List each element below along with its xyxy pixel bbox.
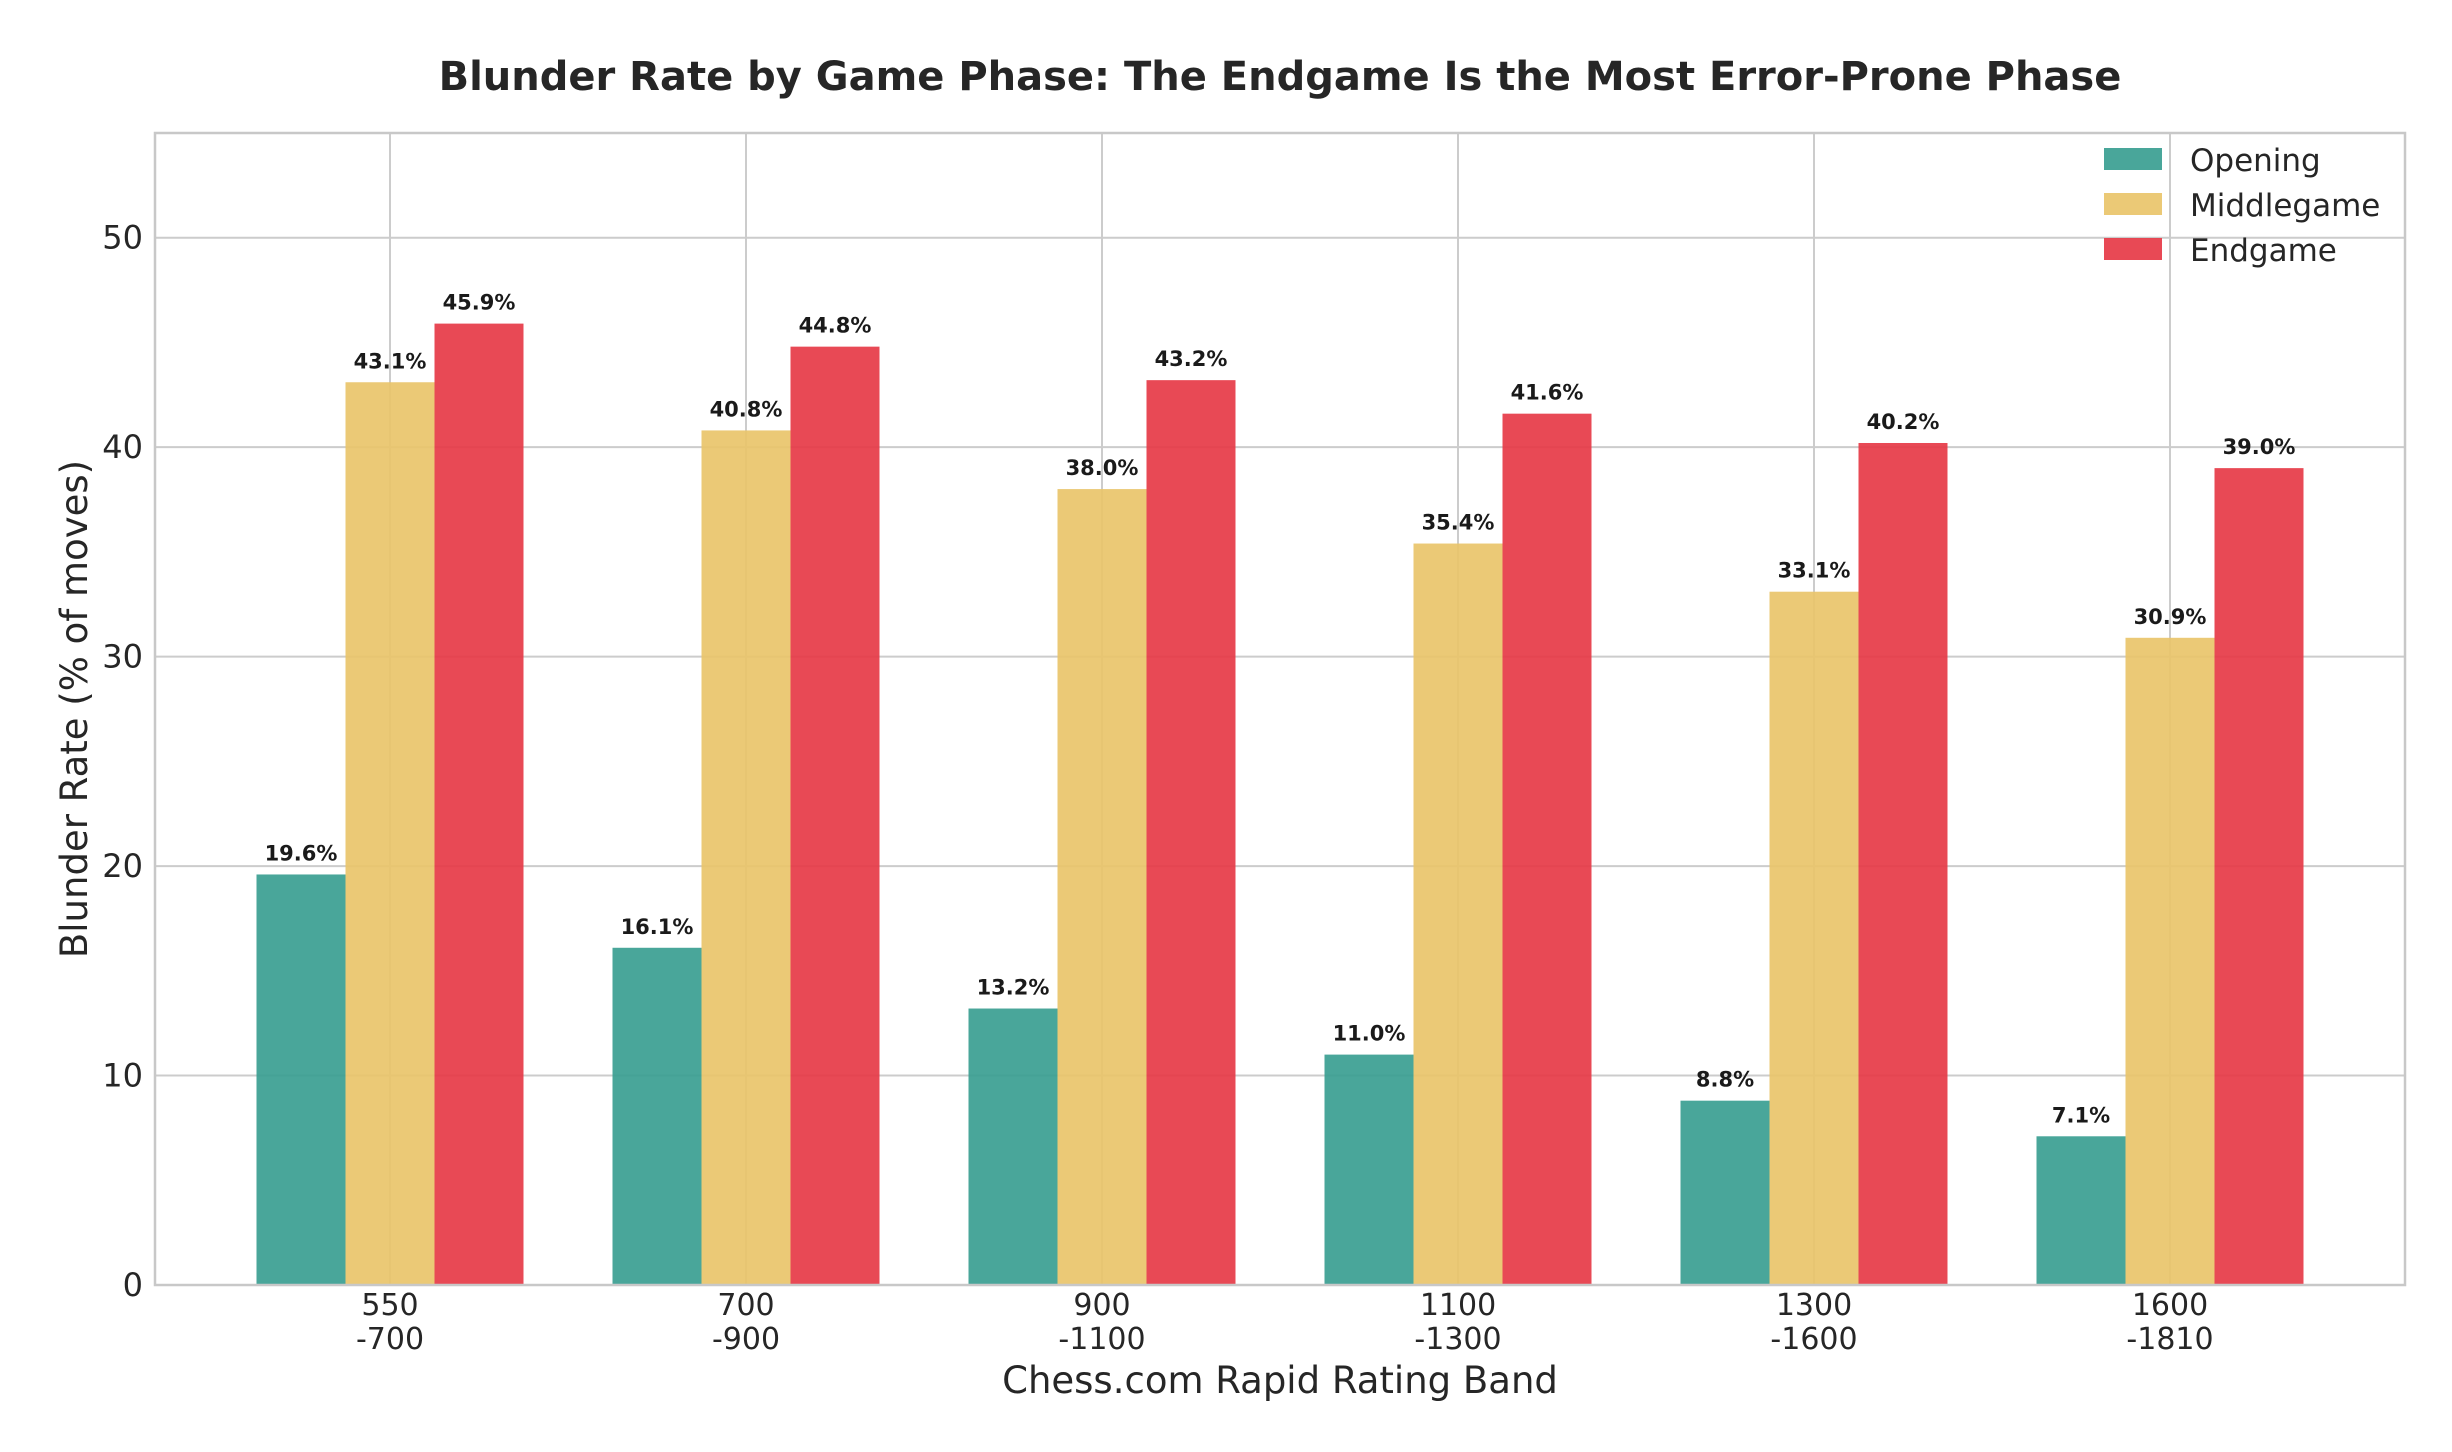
bar-opening-6	[2036, 1136, 2126, 1285]
data-label-middlegame: 38.0%	[1066, 456, 1139, 480]
data-label-endgame: 40.2%	[1867, 410, 1940, 434]
bar-middlegame-4	[1413, 543, 1503, 1285]
x-tick-label: -1810	[2126, 1322, 2213, 1357]
legend: Opening Middlegame Endgame	[2104, 143, 2380, 269]
x-axis-label: Chess.com Rapid Rating Band	[1002, 1359, 1558, 1402]
bar-middlegame-6	[2125, 637, 2215, 1285]
x-tick-label: -1300	[1414, 1322, 1501, 1357]
bar-endgame-3	[1146, 380, 1236, 1285]
bar-endgame-2	[790, 346, 880, 1285]
bar-endgame-1	[434, 323, 524, 1285]
data-label-opening: 7.1%	[2052, 1103, 2110, 1127]
data-label-middlegame: 40.8%	[710, 397, 783, 421]
x-tick-label: -900	[712, 1322, 780, 1357]
data-labels: 19.6% 16.1% 13.2% 11.0% 8.8% 7.1% 43.1% 40.8% 38…	[265, 291, 2296, 1128]
x-tick-label: 1100	[1420, 1288, 1496, 1323]
legend-label-endgame: Endgame	[2190, 233, 2337, 269]
bar-endgame-6	[2214, 468, 2304, 1285]
data-label-endgame: 41.6%	[1511, 381, 1584, 405]
bar-middlegame-3	[1057, 489, 1147, 1285]
bar-endgame-4	[1502, 413, 1592, 1286]
bar-middlegame-1	[345, 382, 435, 1285]
x-tick-label: -1600	[1770, 1322, 1857, 1357]
x-tick-label: 1300	[1776, 1288, 1852, 1323]
data-label-middlegame: 35.4%	[1422, 511, 1495, 535]
bar-endgame-5	[1858, 442, 1948, 1285]
y-tick-label: 0	[123, 1266, 143, 1304]
bars	[256, 323, 2304, 1286]
y-tick-label: 50	[102, 219, 143, 257]
axes: 0 10 20 30 40 50 550-700 700-900 900-1100 1100-13…	[102, 219, 2213, 1357]
bar-opening-1	[256, 874, 346, 1285]
plot-frame	[153, 131, 2407, 1287]
legend-swatch-opening	[2104, 148, 2162, 170]
x-tick-label: 900	[1073, 1288, 1130, 1323]
data-label-opening: 16.1%	[621, 915, 694, 939]
bar-opening-3	[968, 1008, 1058, 1285]
y-tick-label: 20	[102, 847, 143, 885]
x-tick-label: -1100	[1058, 1322, 1145, 1357]
data-label-endgame: 45.9%	[443, 291, 516, 315]
legend-swatch-endgame	[2104, 238, 2162, 260]
y-axis-label: Blunder Rate (% of moves)	[53, 460, 96, 958]
data-label-opening: 8.8%	[1696, 1068, 1754, 1092]
data-label-middlegame: 33.1%	[1778, 559, 1851, 583]
data-label-endgame: 39.0%	[2223, 435, 2296, 459]
legend-label-opening: Opening	[2190, 143, 2321, 179]
bar-middlegame-5	[1769, 591, 1859, 1285]
legend-swatch-middlegame	[2104, 193, 2162, 215]
bar-middlegame-2	[701, 430, 791, 1286]
x-tick-label: 700	[717, 1288, 774, 1323]
data-label-opening: 19.6%	[265, 841, 338, 865]
x-tick-label: -700	[356, 1322, 424, 1357]
x-tick-label: 1600	[2132, 1288, 2208, 1323]
chart-title: Blunder Rate by Game Phase: The Endgame …	[439, 54, 2122, 100]
bar-opening-5	[1680, 1100, 1770, 1285]
y-tick-label: 30	[102, 638, 143, 676]
bar-opening-2	[612, 947, 702, 1285]
data-label-middlegame: 43.1%	[354, 349, 427, 373]
data-label-endgame: 44.8%	[799, 314, 872, 338]
data-label-middlegame: 30.9%	[2134, 605, 2207, 629]
x-tick-label: 550	[361, 1288, 418, 1323]
y-tick-label: 10	[102, 1057, 143, 1095]
y-tick-label: 40	[102, 428, 143, 466]
data-label-opening: 13.2%	[977, 976, 1050, 1000]
bar-opening-4	[1324, 1054, 1414, 1285]
data-label-endgame: 43.2%	[1155, 347, 1228, 371]
data-label-opening: 11.0%	[1333, 1022, 1406, 1046]
legend-label-middlegame: Middlegame	[2190, 188, 2380, 224]
